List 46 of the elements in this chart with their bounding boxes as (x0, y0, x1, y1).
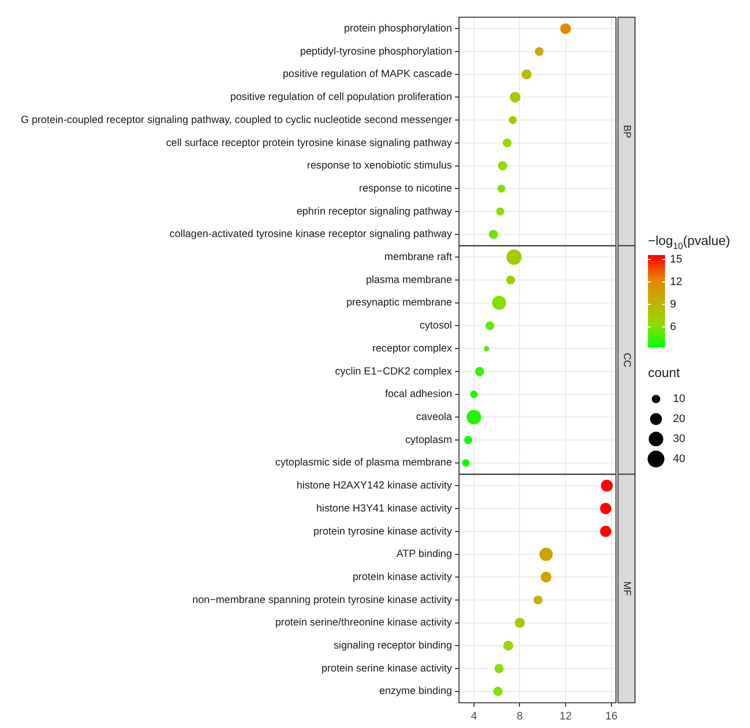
y-tick-label: response to xenobiotic stimulus (307, 160, 452, 172)
y-tick-label: protein phosphorylation (344, 24, 452, 35)
y-tick-label: ATP binding (396, 549, 452, 560)
legend-label: 10 (673, 393, 686, 406)
y-tick-label: non−membrane spanning protein tyrosine kinase activity (192, 594, 453, 606)
color-bar-label: 15 (670, 254, 682, 266)
y-tick-label: plasma membrane (366, 274, 452, 286)
legend-label: 30 (673, 433, 686, 446)
color-bar-label: 9 (670, 298, 676, 310)
y-tick-label: peptidyl-tyrosine phosphorylation (300, 46, 452, 58)
y-tick-label: cyclin E1−CDK2 complex (335, 366, 453, 378)
text: MF (620, 581, 632, 596)
legend-label: 40 (673, 453, 686, 466)
y-tick-label: collagen-activated tyrosine kinase receptor signaling pathway (170, 229, 453, 240)
y-tick-label: G protein-coupled receptor signaling pathway, coupled to cyclic nucleotide second messenger (20, 114, 453, 126)
y-tick-label: positive regulation of cell population proliferation (230, 92, 452, 104)
color-bar-label: 12 (670, 276, 682, 288)
y-tick-label: cytoplasmic side of plasma membrane (275, 458, 452, 469)
y-tick-label: protein kinase activity (352, 572, 453, 583)
x-tick-label: 8 (516, 710, 523, 722)
y-tick-label: protein serine kinase activity (321, 663, 453, 674)
y-tick-label: focal adhesion (384, 389, 452, 400)
y-tick-label: protein serine/threonine kinase activity (275, 618, 453, 629)
y-tick-label: cytosol (420, 320, 452, 332)
y-tick-label: receptor complex (372, 343, 453, 354)
y-tick-label: ephrin receptor signaling pathway (296, 206, 453, 218)
y-tick-label: presynaptic membrane (346, 298, 452, 309)
y-tick-label: positive regulation of MAPK cascade (282, 69, 452, 80)
text: BP (620, 124, 632, 138)
x-tick-label: 16 (605, 710, 618, 722)
y-tick-label: response to nicotine (359, 183, 452, 194)
y-tick-label: protein tyrosine kinase activity (313, 526, 453, 538)
color-bar-label: 6 (670, 320, 676, 333)
legend-label: 20 (673, 413, 686, 426)
y-tick-label: caveola (416, 412, 452, 424)
x-tick-label: 12 (559, 710, 572, 722)
y-tick-label: signaling receptor binding (334, 640, 452, 652)
y-tick-label: cytoplasm (405, 434, 452, 446)
y-tick-label: histone H2AXY142 kinase activity (296, 480, 453, 492)
y-tick-label: enzyme binding (379, 686, 452, 698)
text: CC (620, 352, 632, 368)
legend-title: count (648, 365, 680, 380)
y-tick-label: histone H3Y41 kinase activity (316, 503, 453, 514)
y-tick-label: membrane raft (384, 252, 452, 264)
x-tick-label: 4 (470, 710, 477, 722)
y-tick-label: cell surface receptor protein tyrosine kinase signaling pathway (166, 138, 453, 149)
